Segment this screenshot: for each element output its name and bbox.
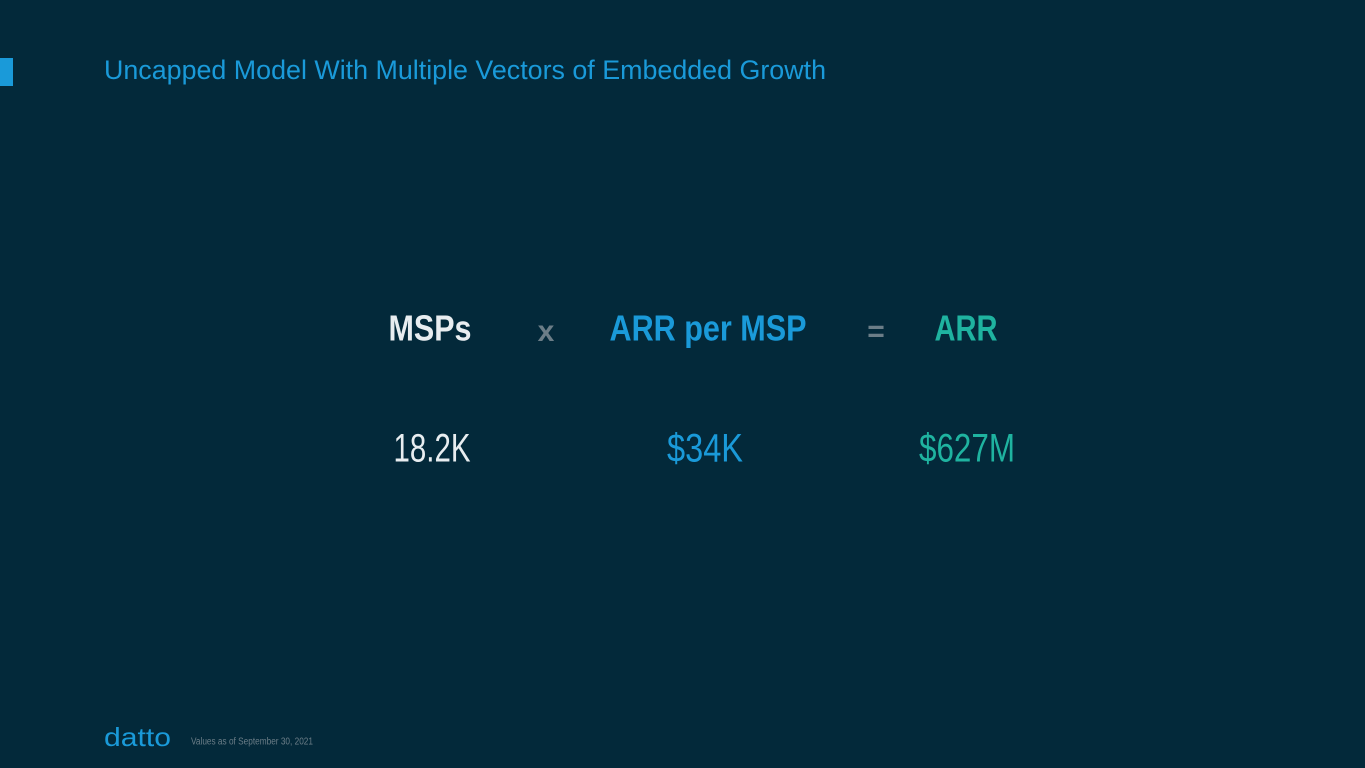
accent-bar (0, 58, 13, 86)
value-arr-per-msp: $34K (667, 427, 743, 471)
logo: datto (104, 722, 171, 752)
footnote: Values as of September 30, 2021 (191, 737, 313, 748)
term-arr: ARR (935, 308, 998, 349)
operator-multiply: x (538, 315, 555, 348)
term-msps: MSPs (389, 308, 472, 349)
slide-title: Uncapped Model With Multiple Vectors of … (104, 55, 826, 85)
term-arr-per-msp: ARR per MSP (610, 308, 807, 349)
operator-equals: = (867, 315, 885, 348)
value-msps: 18.2K (394, 427, 471, 471)
value-arr: $627M (919, 427, 1015, 471)
